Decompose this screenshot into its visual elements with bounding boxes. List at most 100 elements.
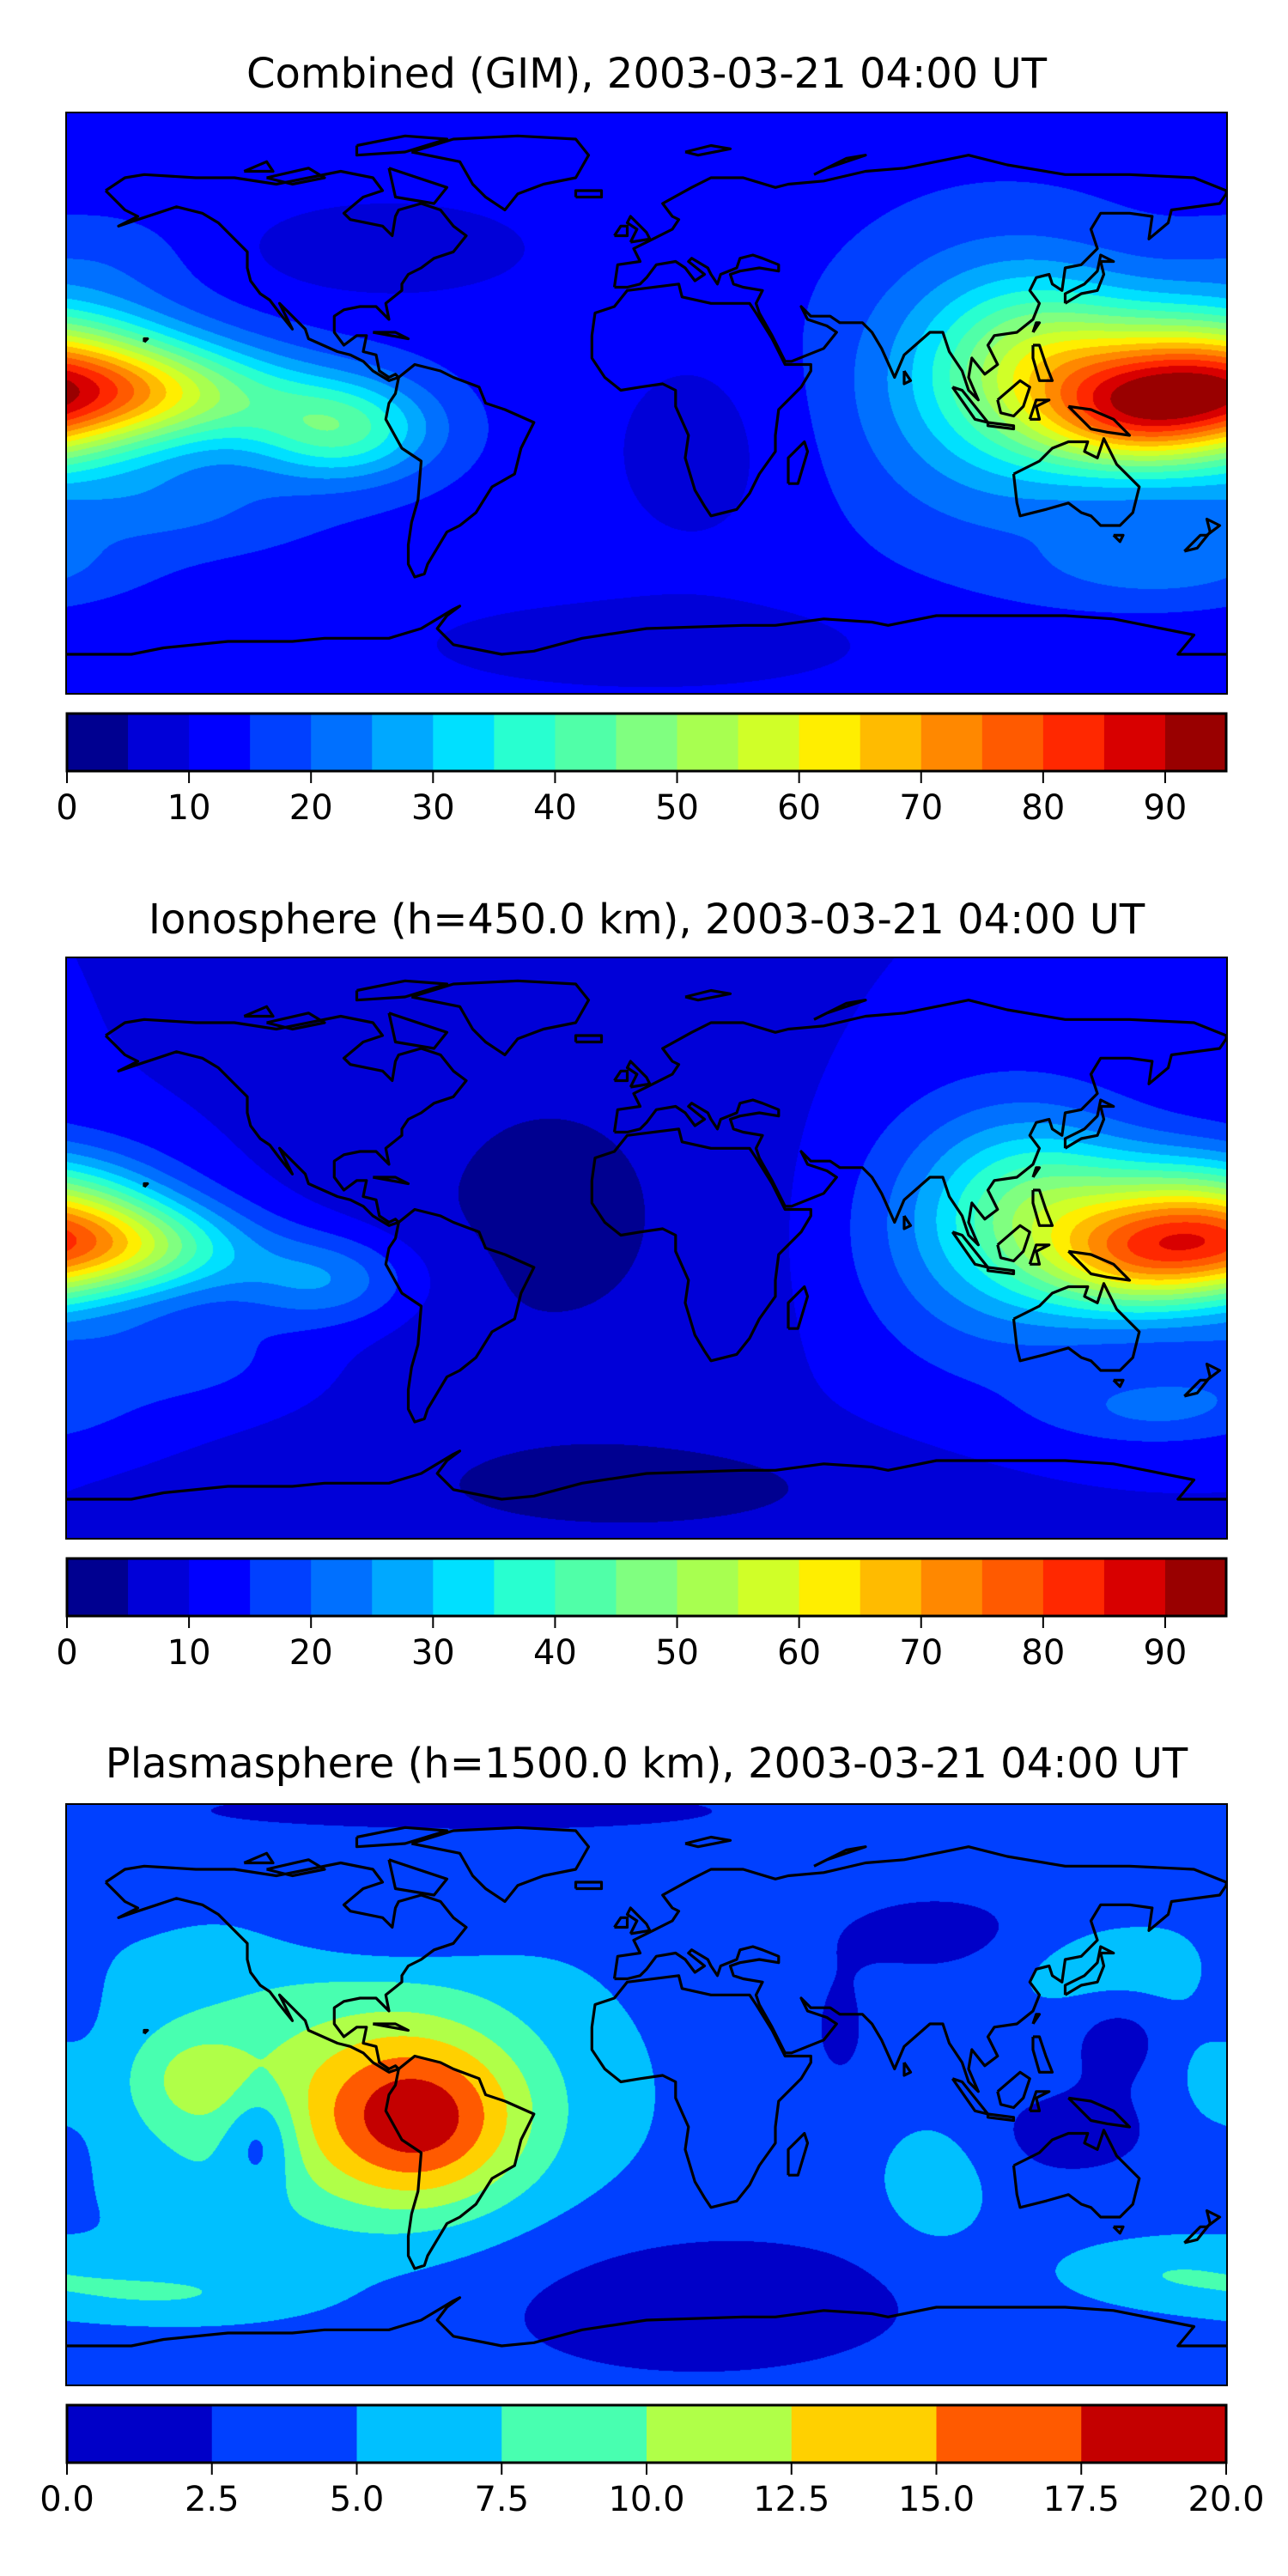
colorbar-bin [250, 714, 312, 771]
coastline-taiwan [1031, 321, 1042, 333]
colorbar-bin [799, 1558, 861, 1616]
colorbar-tick-label: 30 [410, 788, 455, 828]
colorbar-bin [311, 714, 373, 771]
colorbar-tick-label: 80 [1021, 1633, 1066, 1673]
coastline-tasmania [1112, 533, 1125, 544]
coastline-greenland [410, 134, 591, 212]
coastline-madagascar [787, 440, 810, 485]
colorbar-tick-label: 17.5 [1042, 2480, 1120, 2519]
colorbar-tick-label: 5.0 [329, 2480, 385, 2519]
coastline-baffin [387, 167, 449, 205]
coastline-australia [1012, 1282, 1141, 1372]
coastline-philippines [1031, 2035, 1054, 2074]
panel-title-combined: Combined (GIM), 2003-03-21 04:00 UT [246, 50, 1048, 98]
colorbar-bin [616, 1558, 678, 1616]
coastline-south-america [384, 2054, 536, 2270]
contour-field-combined [67, 113, 1226, 693]
coastline-new-zealand [1183, 2208, 1222, 2245]
coastline-java [986, 1266, 1016, 1276]
coastline-banks-island [243, 160, 275, 173]
colorbar-bin [738, 1558, 800, 1616]
colorbar-tick-label: 7.5 [474, 2480, 530, 2519]
coastline-africa [590, 283, 812, 518]
map-plasmasphere [65, 1803, 1228, 2386]
coastline-novaya-zemlya [813, 1845, 867, 1868]
colorbar-graphic [65, 1557, 1228, 1628]
contour-field-plasmasphere [67, 1805, 1226, 2385]
coastline-novaya-zemlya [813, 154, 867, 176]
coastline-java [986, 421, 1016, 431]
coastline-japan [1063, 1945, 1115, 1996]
colorbar-bin [616, 714, 678, 771]
colorbar-tick-label: 90 [1143, 1633, 1188, 1673]
coastline-eurasia [612, 1845, 1226, 2093]
coastline-eurasia [612, 154, 1226, 402]
colorbar-bin [677, 714, 739, 771]
coastline-hawaii [143, 2028, 149, 2035]
colorbar-tick-label: 20 [289, 788, 333, 828]
coastline-greenland [410, 979, 591, 1057]
coastline-victoria-island [266, 1858, 326, 1878]
colorbar-bin [555, 1558, 617, 1616]
coastline-sulawesi [1028, 1243, 1051, 1266]
coastline-borneo [996, 379, 1031, 418]
colorbar-bin [501, 2405, 647, 2463]
colorbar-tick-label: 0 [56, 1633, 78, 1673]
coastline-victoria-island [266, 167, 326, 186]
colorbar-tick-label: 0 [56, 788, 78, 828]
coastline-africa [590, 1127, 812, 1363]
coastline-ireland [613, 1069, 629, 1083]
coastline-antarctica [67, 1449, 1226, 1501]
colorbar-tick-label: 70 [899, 1633, 944, 1673]
coastline-australia [1012, 2129, 1141, 2219]
colorbar-tick-label: 20.0 [1188, 2480, 1265, 2519]
coastline-north-america [104, 1014, 468, 1227]
coastline-hawaii [143, 337, 149, 343]
colorbar-bin [1103, 714, 1166, 771]
colorbar-tick-label: 15.0 [897, 2480, 975, 2519]
coastline-japan [1063, 253, 1115, 305]
coastline-south-america [384, 362, 536, 579]
colorbar-frame [65, 712, 1228, 773]
colorbar-bin [494, 714, 556, 771]
map-combined [65, 112, 1228, 695]
colorbar-bin [860, 1558, 922, 1616]
coastlines-plasmasphere [67, 1826, 1226, 2348]
colorbar-ionosphere: 0 10 20 30 40 50 60 70 80 90 [56, 1557, 1228, 1670]
colorbar-tick-label: 30 [410, 1633, 455, 1673]
colorbar-tick-label: 2.5 [184, 2480, 240, 2519]
colorbar-graphic [65, 2403, 1228, 2475]
coastline-new-zealand [1183, 517, 1222, 553]
colorbar-bin [372, 1558, 434, 1616]
coastline-north-america [104, 1861, 468, 2074]
coastline-madagascar [787, 1285, 810, 1330]
colorbar-bin [647, 2405, 793, 2463]
colorbar-bin [372, 714, 434, 771]
colorbar-bin [791, 2405, 937, 2463]
coastline-new-guinea [1067, 404, 1132, 437]
colorbar-bin [189, 714, 251, 771]
coastline-ireland [613, 1916, 629, 1929]
colorbar-bin [356, 2405, 502, 2463]
coastline-britain [625, 215, 652, 244]
coastline-sri-lanka [902, 1215, 913, 1230]
coastline-baffin [387, 1858, 449, 1897]
colorbar-tick-label: 20 [289, 1633, 333, 1673]
colorbar-tick-label: 50 [655, 788, 699, 828]
colorbar-tick-label: 10 [167, 788, 211, 828]
colorbar-bin [128, 1558, 190, 1616]
coastline-iceland [574, 1034, 604, 1044]
coastline-tasmania [1112, 1378, 1125, 1388]
coastline-iceland [574, 189, 604, 199]
colorbar-bin [981, 1558, 1044, 1616]
coastline-borneo [996, 2070, 1031, 2110]
coastline-antarctica [67, 605, 1226, 656]
colorbar-bin [211, 2405, 357, 2463]
colorbar-bin [1103, 1558, 1166, 1616]
coastline-sulawesi [1028, 2090, 1051, 2112]
coastline-sri-lanka [902, 2062, 913, 2077]
colorbar-bin [936, 2405, 1082, 2463]
coastline-britain [625, 1906, 652, 1935]
colorbar-graphic [65, 712, 1228, 783]
map-ionosphere [65, 957, 1228, 1540]
